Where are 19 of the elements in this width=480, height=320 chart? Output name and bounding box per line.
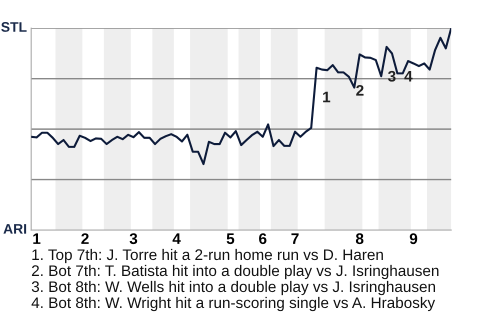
- x-tick-label: 1: [33, 233, 40, 244]
- text: 1. Top 7th: J. Torre hit a 2-run home run vs D. Haren: [32, 248, 383, 264]
- x-tick-label: 7: [291, 233, 299, 244]
- annotation: 3: [388, 70, 396, 82]
- text: 2. Bot 7th: T. Batista hit into a double play vs J. Isringhausen: [32, 264, 438, 280]
- annotation: 2: [356, 84, 364, 96]
- text: 3. Bot 8th: W. Wells hit into a double play vs J. Isringhausen: [32, 280, 436, 296]
- x-tick-label: 4: [172, 233, 181, 244]
- x-tick-label: 8: [356, 233, 364, 244]
- annotation: 1: [323, 92, 330, 102]
- text: 4. Bot 8th: W. Wright hit a run-scoring single vs A. Hrabosky: [32, 296, 436, 312]
- x-tick-label: 9: [410, 233, 418, 244]
- annotation: 4: [404, 70, 413, 82]
- text: STL: [1, 22, 27, 32]
- x-tick-label: 2: [81, 233, 89, 244]
- text: ARI: [3, 224, 26, 234]
- x-tick-label: 6: [259, 233, 266, 244]
- x-tick-label: 3: [130, 233, 138, 244]
- x-tick-label: 5: [226, 233, 234, 244]
